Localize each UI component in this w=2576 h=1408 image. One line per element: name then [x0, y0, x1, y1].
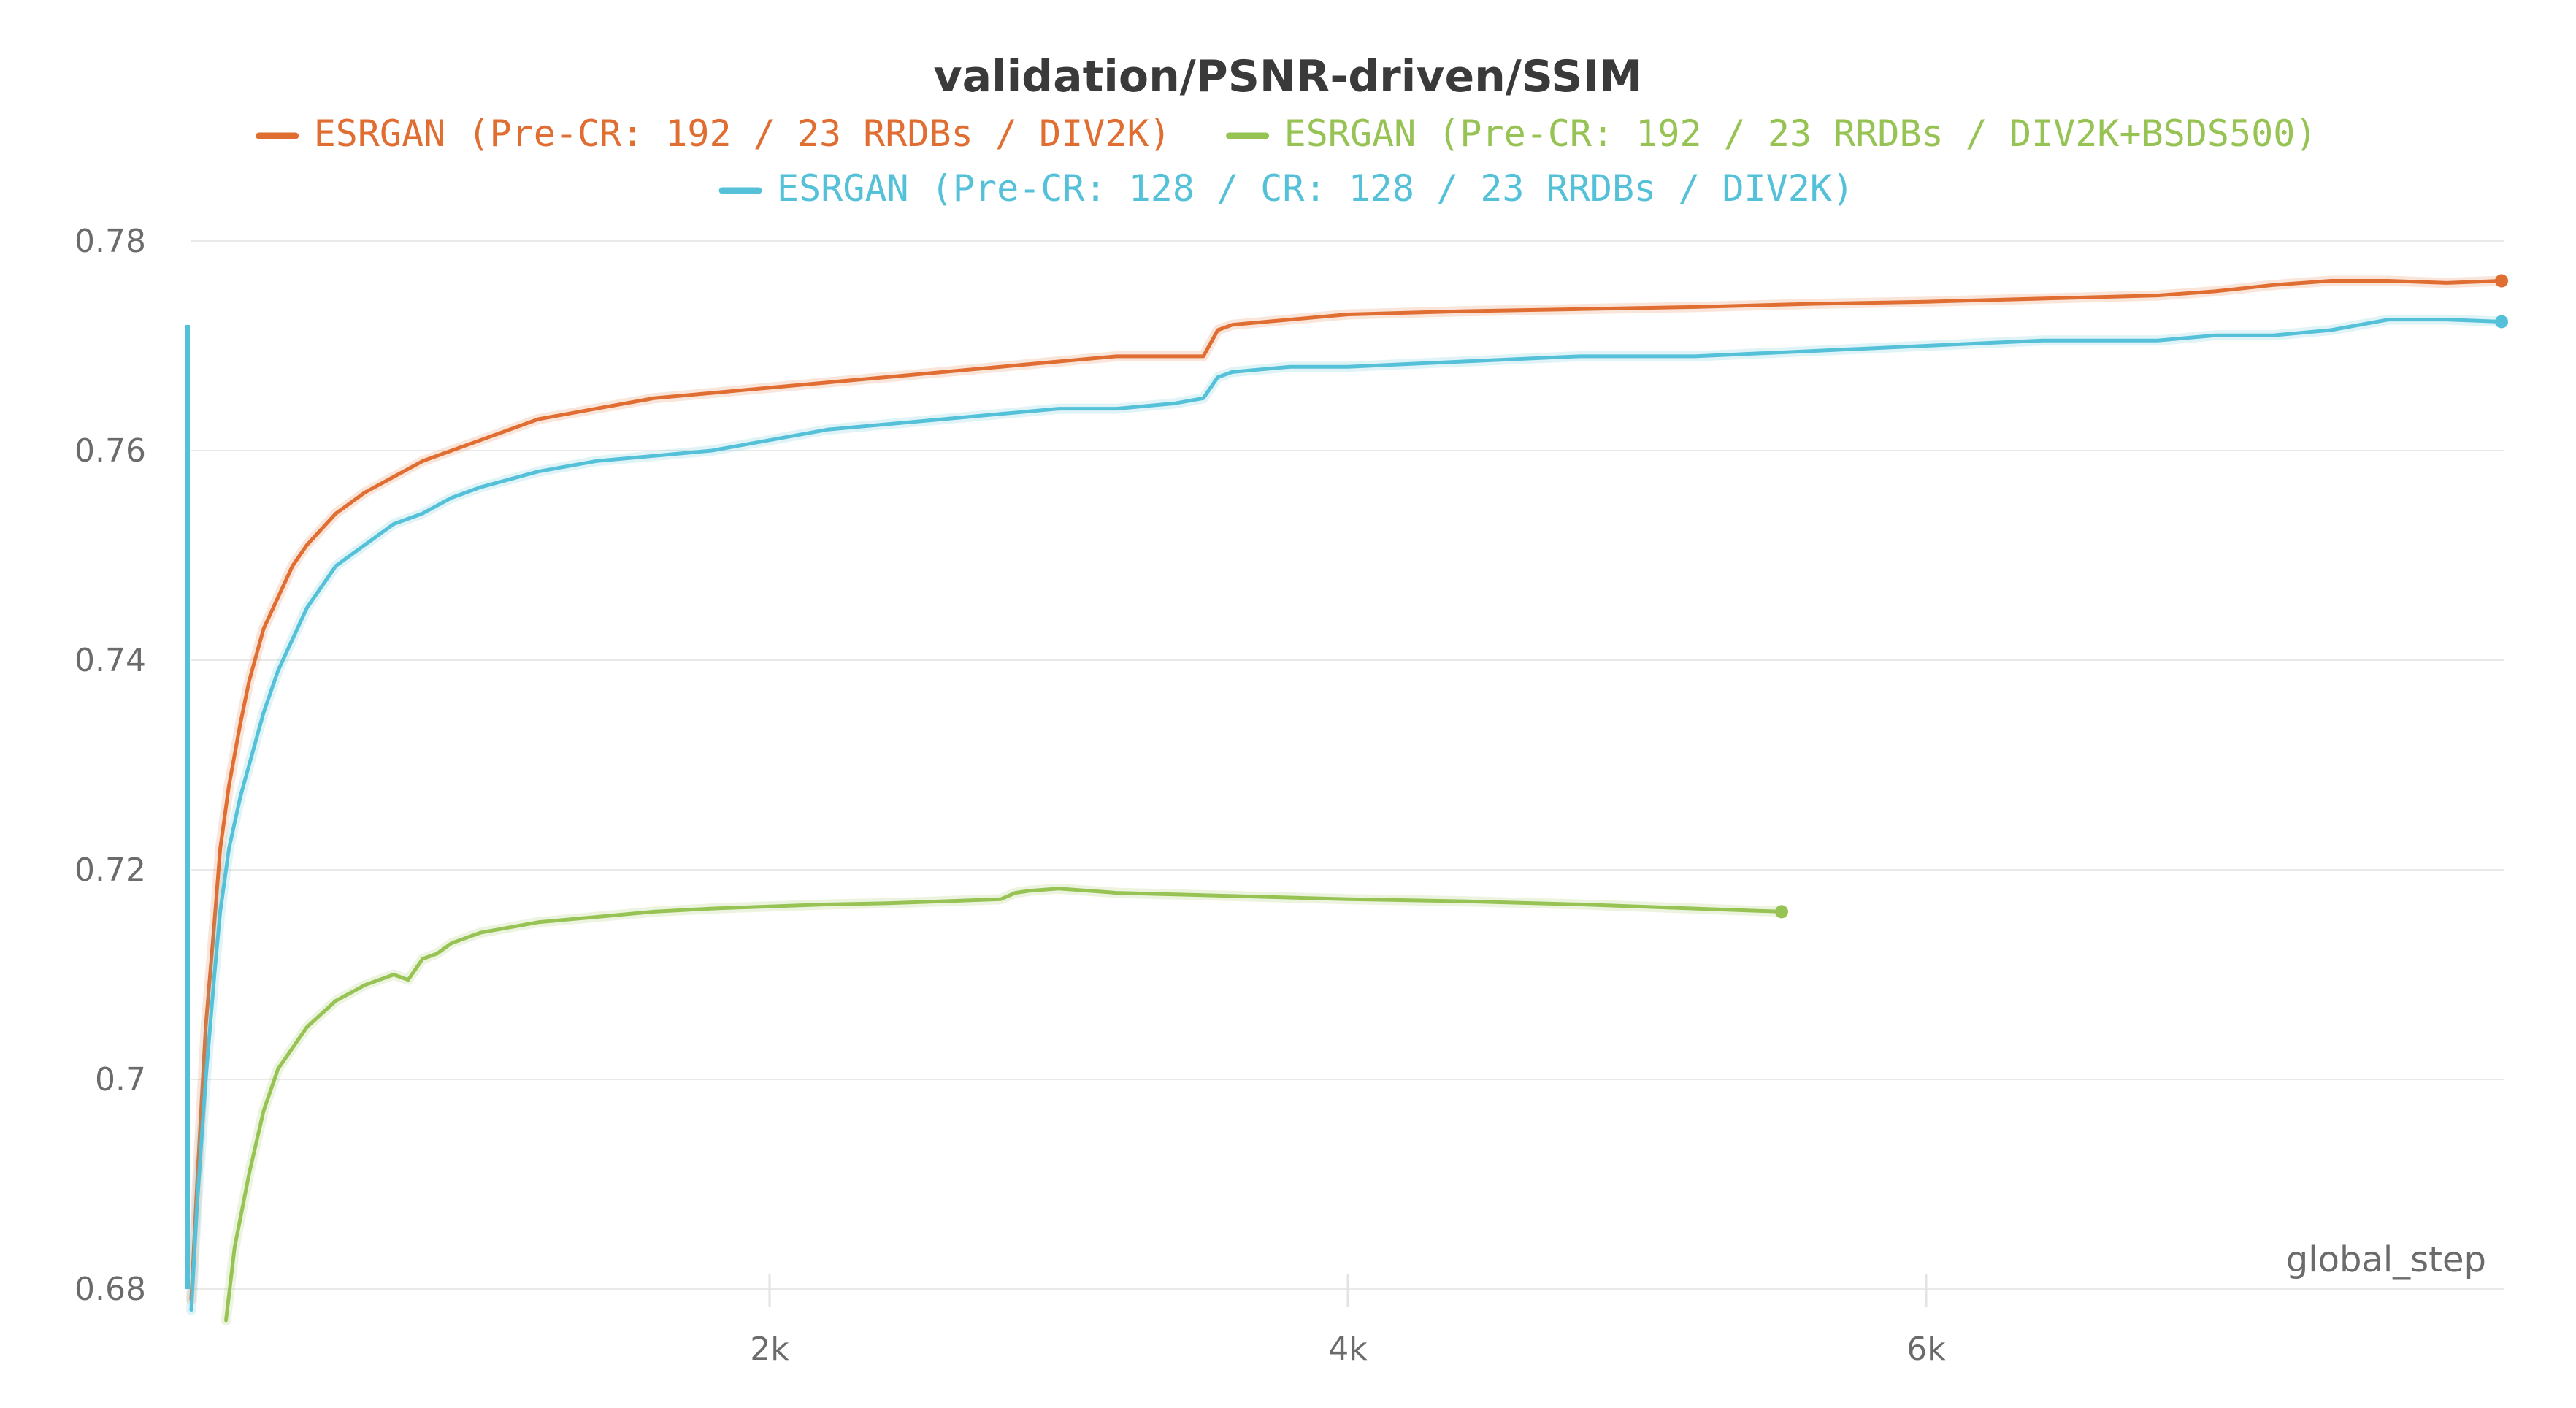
series-line[interactable] [224, 887, 1784, 1323]
y-tick-label: 0.7 [95, 1061, 146, 1098]
legend-label: ESRGAN (Pre-CR: 192 / 23 RRDBs / DIV2K) [314, 112, 1171, 155]
y-tick-label: 0.68 [74, 1271, 146, 1308]
legend: ESRGAN (Pre-CR: 192 / 23 RRDBs / DIV2K) E… [256, 112, 2318, 210]
x-tick-label: 4k [1328, 1331, 1368, 1368]
y-tick-label: 0.72 [74, 852, 146, 889]
series-raw-band [186, 275, 2507, 1305]
legend-item[interactable]: ESRGAN (Pre-CR: 128 / CR: 128 / 23 RRDBs… [718, 167, 1854, 210]
series-end-point[interactable] [2495, 315, 2509, 329]
x-tick-label: 6k [1906, 1331, 1946, 1368]
legend-label: ESRGAN (Pre-CR: 192 / 23 RRDBs / DIV2K+B… [1284, 112, 2318, 155]
y-tick-label: 0.78 [74, 223, 146, 260]
legend-item[interactable]: ESRGAN (Pre-CR: 192 / 23 RRDBs / DIV2K+B… [1226, 112, 2318, 155]
series-raw-band [186, 314, 2507, 1315]
chart-title: validation/PSNR-driven/SSIM [933, 51, 1642, 102]
y-tick-label: 0.76 [74, 432, 146, 470]
series-line[interactable] [189, 279, 2504, 1301]
series-end-point[interactable] [2495, 274, 2509, 288]
legend-item[interactable]: ESRGAN (Pre-CR: 192 / 23 RRDBs / DIV2K) [256, 112, 1171, 155]
series-lines [185, 274, 2509, 1325]
y-tick-label: 0.74 [74, 642, 146, 679]
axes: 0.78 0.76 0.74 0.72 0.7 0.68 2k 4k 6k [74, 223, 1946, 1368]
series-end-point[interactable] [1775, 905, 1788, 919]
series-line[interactable] [189, 318, 2504, 1312]
legend-label: ESRGAN (Pre-CR: 128 / CR: 128 / 23 RRDBs… [777, 167, 1854, 210]
x-tick-label: 2k [750, 1331, 789, 1368]
gridlines [191, 240, 2504, 1290]
series-raw-band [221, 883, 1787, 1325]
x-axis-label: global_step [2286, 1239, 2486, 1280]
